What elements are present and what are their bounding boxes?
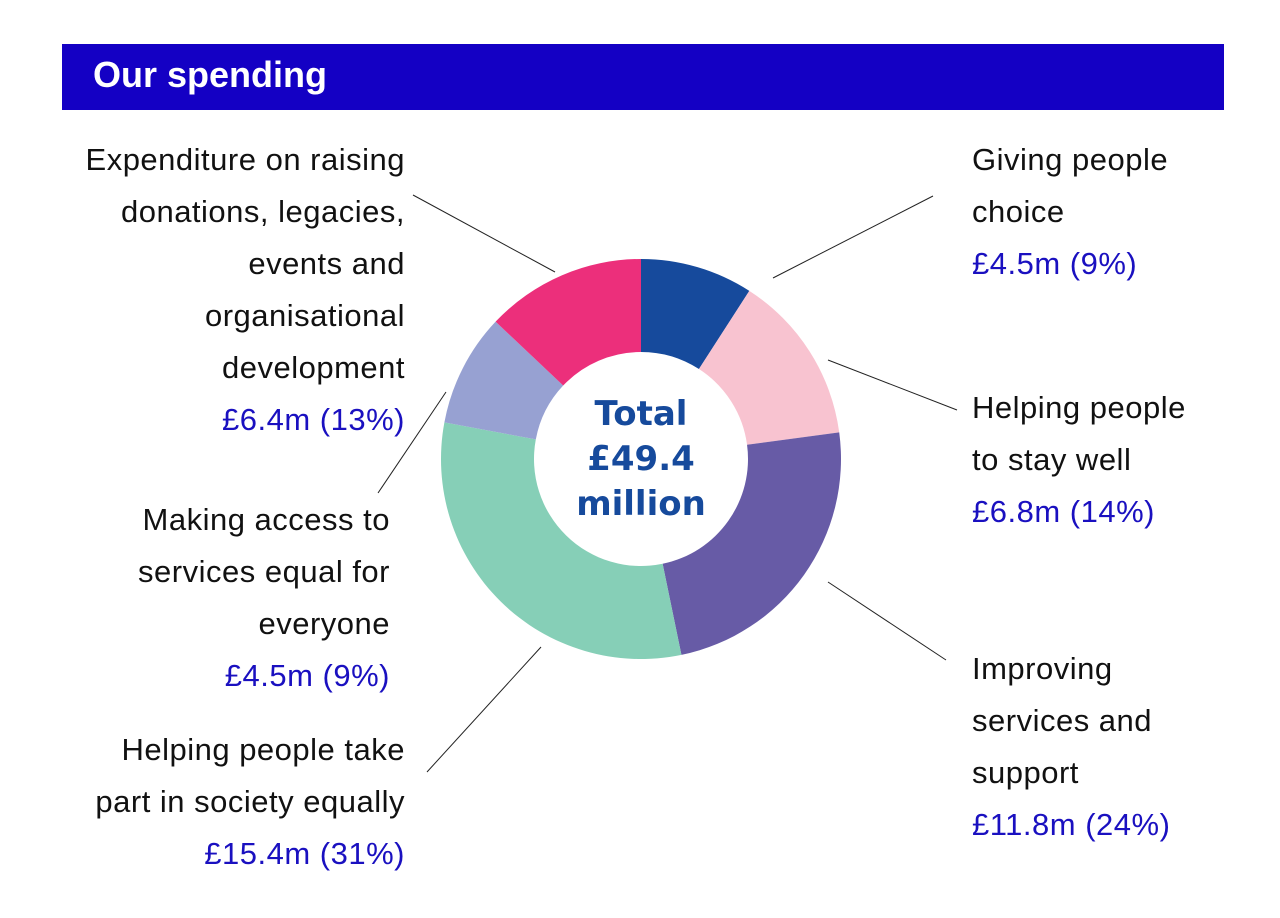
leader-line — [412, 194, 556, 273]
category-label: Helping people take part in society equa… — [95, 732, 405, 819]
leader-line — [377, 391, 447, 494]
slice-label: Expenditure on raising donations, legaci… — [86, 134, 405, 446]
center-label: Total £49.4 million — [576, 394, 706, 524]
donut-slice — [641, 259, 750, 370]
value-label: £4.5m (9%) — [972, 246, 1138, 281]
value-label: £15.4m (31%) — [204, 836, 405, 871]
slice-label: Helping people take part in society equa… — [95, 724, 405, 880]
value-label: £6.4m (13%) — [222, 402, 405, 437]
slice-label: Making access to services equal for ever… — [138, 494, 390, 702]
leader-lines — [377, 194, 958, 773]
value-label: £4.5m (9%) — [224, 658, 390, 693]
donut-slice — [440, 422, 682, 659]
donut-slice — [662, 432, 841, 655]
category-label: Making access to services equal for ever… — [138, 502, 390, 641]
leader-line — [827, 359, 958, 411]
title-bar: Our spending — [62, 44, 1224, 110]
donut-slice — [495, 259, 641, 386]
leader-line — [772, 195, 934, 279]
value-label: £11.8m (24%) — [972, 807, 1171, 842]
value-label: £6.8m (14%) — [972, 494, 1155, 529]
category-label: Helping people to stay well — [972, 390, 1186, 477]
category-label: Expenditure on raising donations, legaci… — [85, 142, 405, 385]
leader-line — [827, 581, 947, 661]
donut-slice — [444, 321, 564, 440]
slice-label: Giving people choice £4.5m (9%) — [972, 134, 1168, 290]
category-label: Giving people choice — [972, 142, 1169, 229]
slice-label: Improving services and support £11.8m (24… — [972, 643, 1170, 851]
slice-label: Helping people to stay well £6.8m (14%) — [972, 382, 1186, 538]
category-label: Improving services and support — [972, 651, 1153, 790]
donut-slice — [698, 290, 840, 445]
chart-title: Our spending — [93, 54, 327, 95]
leader-line — [426, 646, 542, 773]
